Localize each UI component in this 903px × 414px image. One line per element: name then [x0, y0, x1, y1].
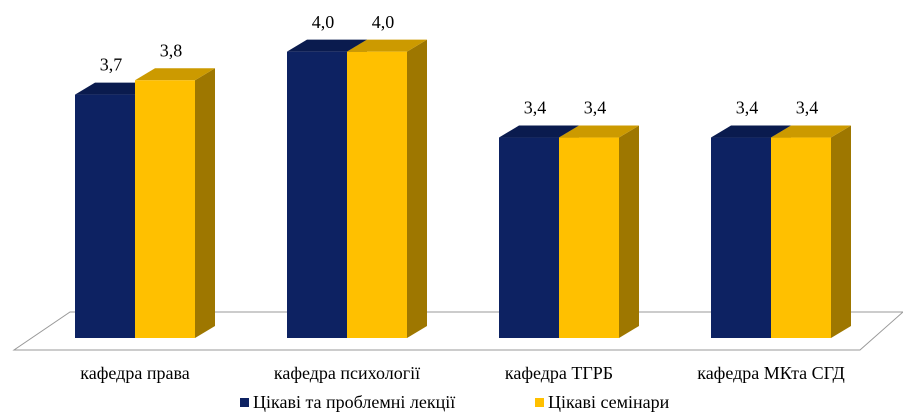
bar-side	[407, 39, 427, 339]
data-label: 3,4	[736, 98, 759, 118]
legend-label: Цікаві та проблемні лекції	[253, 392, 455, 412]
bar-top	[347, 39, 427, 52]
bar-side	[619, 125, 639, 338]
bar	[771, 137, 831, 338]
bar	[135, 80, 195, 338]
bar	[287, 51, 347, 339]
floor	[12, 311, 903, 351]
bar	[711, 137, 771, 338]
data-label: 4,0	[372, 12, 395, 32]
bar-top	[559, 125, 639, 138]
x-tick-label: кафедра ТГРБ	[505, 363, 613, 383]
x-tick-label: кафедра психології	[274, 363, 420, 383]
bar-top	[711, 125, 791, 138]
bar-top	[287, 39, 367, 52]
x-tick-label: кафедра МКта СГД	[697, 363, 845, 383]
x-tick-label: кафедра права	[80, 363, 189, 383]
legend-swatch	[240, 398, 249, 407]
bar-side	[195, 68, 215, 338]
data-label: 3,7	[100, 55, 123, 75]
bar	[347, 51, 407, 339]
bar	[559, 137, 619, 338]
data-label: 3,8	[160, 40, 183, 60]
legend-label: Цікаві семінари	[548, 392, 670, 412]
bar-top	[499, 125, 579, 138]
data-label: 3,4	[584, 98, 607, 118]
bar	[499, 137, 559, 338]
bar-top	[771, 125, 851, 138]
bar	[75, 94, 135, 338]
data-label: 4,0	[312, 12, 335, 32]
legend-swatch	[535, 398, 544, 407]
data-label: 3,4	[524, 98, 547, 118]
data-label: 3,4	[796, 98, 819, 118]
bar-top	[135, 68, 215, 81]
bar-side	[831, 125, 851, 338]
